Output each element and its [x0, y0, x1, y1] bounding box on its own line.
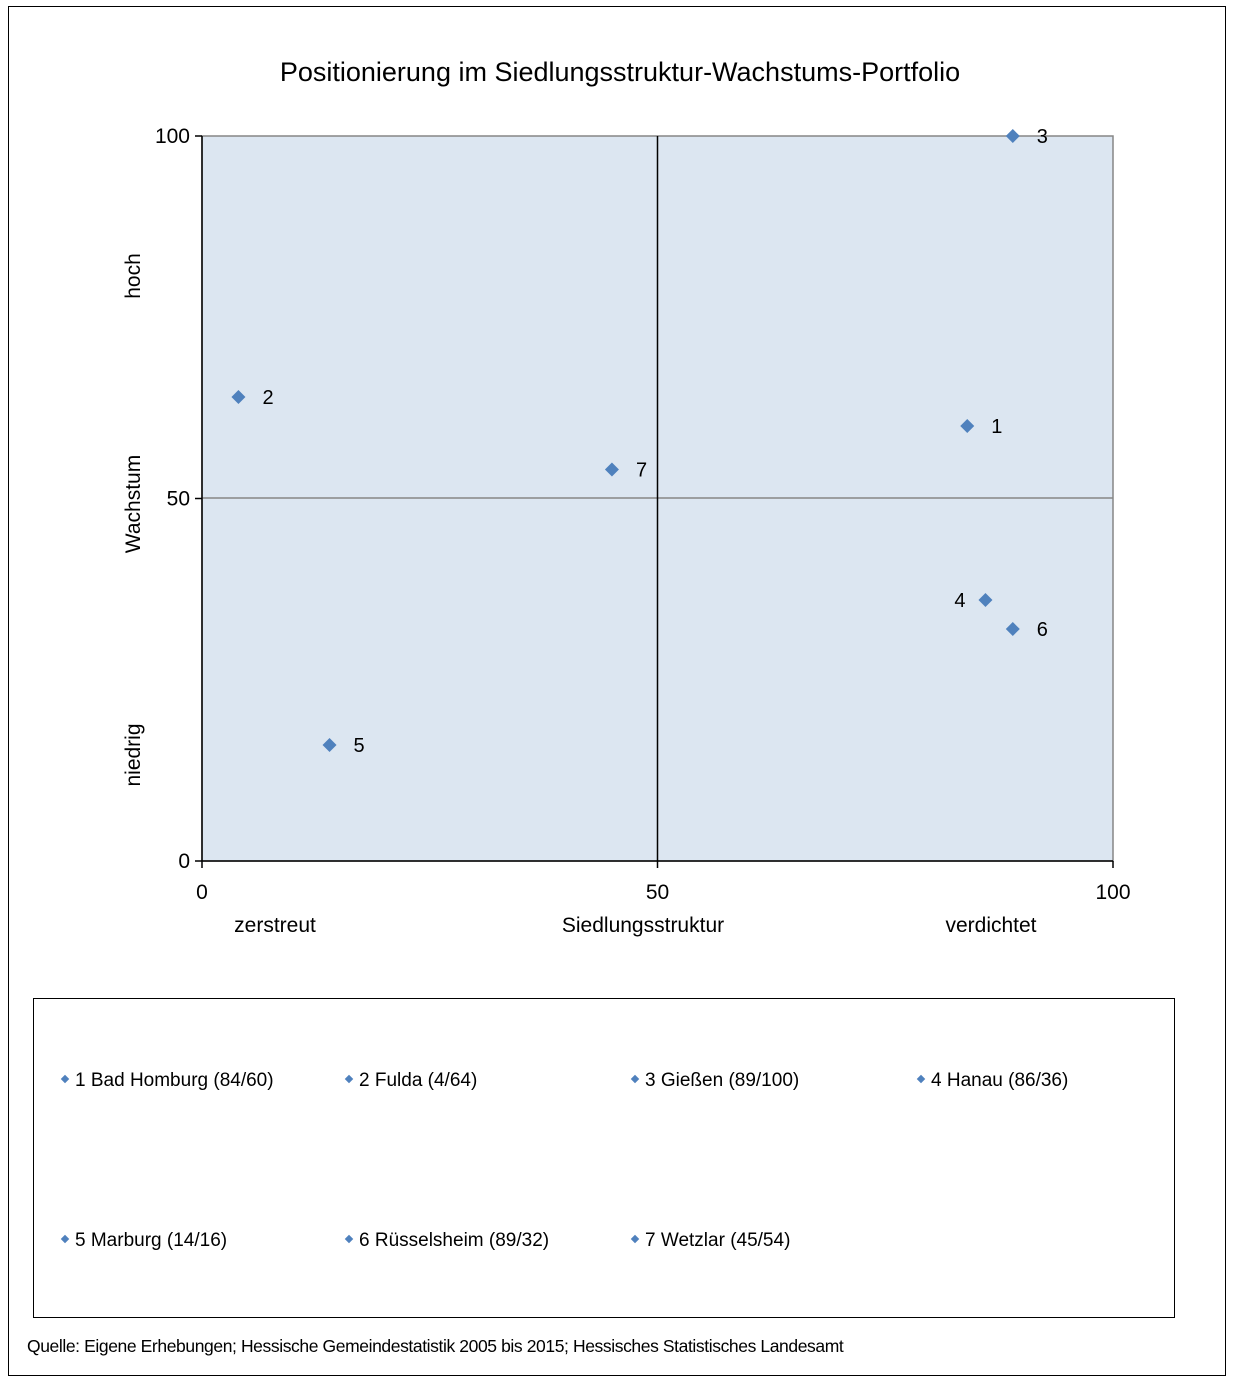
legend: 1 Bad Homburg (84/60) 2 Fulda (4/64) 3 Gie…: [33, 998, 1175, 1318]
legend-number: 5: [75, 1230, 86, 1251]
legend-number: 6: [359, 1230, 370, 1251]
legend-item-3: 3 Gießen (89/100): [630, 1070, 800, 1092]
data-point-5: [322, 738, 337, 752]
legend-label: Wetzlar (45/54): [660, 1230, 791, 1251]
legend-number: 3: [645, 1070, 656, 1091]
x-axis-low-label: zerstreut: [234, 914, 316, 937]
data-point-7: [604, 462, 619, 477]
x-axis-high-label: verdichtet: [945, 914, 1036, 937]
legend-label: Gießen (89/100): [660, 1070, 800, 1091]
legend-number: 1: [75, 1070, 86, 1091]
data-point-6: [1005, 622, 1020, 636]
x-tick-label: 50: [646, 881, 669, 904]
data-label-5: 5: [354, 735, 365, 757]
source-note: Quelle: Eigene Erhebungen; Hessische Gem…: [27, 1336, 844, 1356]
y-tick-label: 0: [178, 850, 190, 873]
data-point-4: [978, 593, 993, 607]
data-label-6: 6: [1037, 619, 1048, 641]
legend-label: Rüsselsheim (89/32): [374, 1230, 550, 1251]
legend-marker-icon: [344, 1074, 354, 1084]
legend-marker-icon: [60, 1234, 70, 1244]
x-tick-label: 100: [1095, 881, 1130, 904]
legend-label: Marburg (14/16): [90, 1230, 228, 1251]
legend-label: Bad Homburg (84/60): [90, 1070, 274, 1091]
y-axis-low-label: niedrig: [122, 723, 145, 786]
legend-item-5: 5 Marburg (14/16): [60, 1230, 228, 1252]
legend-number: 2: [359, 1070, 370, 1091]
data-point-3: [1005, 129, 1020, 143]
legend-number: 4: [931, 1070, 942, 1091]
legend-label: Fulda (4/64): [374, 1070, 478, 1091]
chart-title: Positionierung im Siedlungsstruktur-Wach…: [280, 57, 960, 87]
data-label-4: 4: [954, 590, 965, 612]
data-label-1: 1: [991, 416, 1002, 438]
legend-item-2: 2 Fulda (4/64): [344, 1070, 478, 1092]
legend-marker-icon: [630, 1074, 640, 1084]
data-points: 1 2 3 4 5 6 7: [231, 126, 1048, 757]
legend-number: 7: [645, 1230, 656, 1251]
y-tick-label: 100: [155, 125, 190, 148]
data-label-2: 2: [262, 387, 273, 409]
legend-item-7: 7 Wetzlar (45/54): [630, 1230, 791, 1252]
x-tick-label: 0: [196, 881, 208, 904]
y-axis-title: Wachstum: [122, 455, 145, 553]
y-axis-high-label: hoch: [122, 253, 145, 299]
data-point-1: [960, 419, 975, 433]
data-label-3: 3: [1037, 126, 1048, 148]
legend-label: Hanau (86/36): [946, 1070, 1069, 1091]
legend-item-4: 4 Hanau (86/36): [916, 1070, 1069, 1092]
axis-ticks: 0 50 100 0 50 100: [155, 125, 1131, 904]
legend-marker-icon: [344, 1234, 354, 1244]
data-label-7: 7: [636, 460, 647, 482]
legend-item-1: 1 Bad Homburg (84/60): [60, 1070, 274, 1092]
x-axis-title: Siedlungsstruktur: [562, 914, 724, 937]
data-point-2: [231, 390, 246, 404]
legend-marker-icon: [630, 1234, 640, 1244]
legend-item-6: 6 Rüsselsheim (89/32): [344, 1230, 550, 1252]
y-tick-label: 50: [167, 488, 190, 511]
legend-marker-icon: [60, 1074, 70, 1084]
legend-marker-icon: [916, 1074, 926, 1084]
